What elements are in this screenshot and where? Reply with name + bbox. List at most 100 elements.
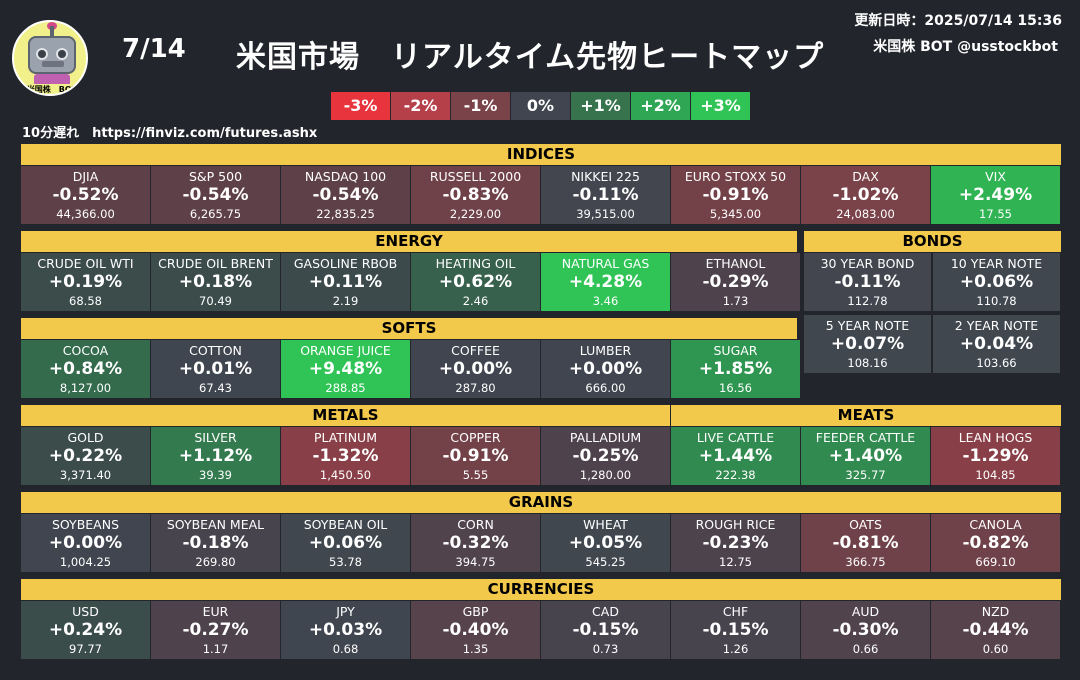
tile-name: SOYBEAN OIL bbox=[303, 517, 388, 532]
tile-price: 2.19 bbox=[332, 294, 359, 308]
tile-djia[interactable]: DJIA -0.52% 44,366.00 bbox=[21, 166, 151, 224]
tile-vix[interactable]: VIX +2.49% 17.55 bbox=[931, 166, 1061, 224]
tile-corn[interactable]: CORN -0.32% 394.75 bbox=[411, 514, 541, 572]
tile-price: 53.78 bbox=[329, 555, 362, 569]
tile-change: +0.06% bbox=[959, 272, 1034, 292]
tile-dax[interactable]: DAX -1.02% 24,083.00 bbox=[801, 166, 931, 224]
tile-change: +0.84% bbox=[48, 359, 123, 379]
tile-name: SOYBEANS bbox=[51, 517, 120, 532]
tile-name: LUMBER bbox=[579, 343, 632, 358]
tile-change: +0.22% bbox=[48, 446, 123, 466]
tile-crude-oil-wti[interactable]: CRUDE OIL WTI +0.19% 68.58 bbox=[21, 253, 151, 311]
tile-cotton[interactable]: COTTON +0.01% 67.43 bbox=[151, 340, 281, 398]
tile-name: PALLADIUM bbox=[569, 430, 642, 445]
tile-gasoline-rbob[interactable]: GASOLINE RBOB +0.11% 2.19 bbox=[281, 253, 411, 311]
tile-aud[interactable]: AUD -0.30% 0.66 bbox=[801, 601, 931, 659]
logo-text: 米国株 BOT bbox=[22, 84, 82, 94]
tile-soybean-meal[interactable]: SOYBEAN MEAL -0.18% 269.80 bbox=[151, 514, 281, 572]
tile-euro-stoxx-50[interactable]: EURO STOXX 50 -0.91% 5,345.00 bbox=[671, 166, 801, 224]
color-legend: -3% -2% -1% 0% +1% +2% +3% bbox=[331, 92, 751, 120]
tile-crude-oil-brent[interactable]: CRUDE OIL BRENT +0.18% 70.49 bbox=[151, 253, 281, 311]
tile-price: 97.77 bbox=[69, 642, 102, 656]
tile-price: 1.35 bbox=[462, 642, 489, 656]
tile-name: NATURAL GAS bbox=[561, 256, 650, 271]
tile-price: 3,371.40 bbox=[59, 468, 112, 482]
tile-nasdaq-100[interactable]: NASDAQ 100 -0.54% 22,835.25 bbox=[281, 166, 411, 224]
tile-lumber[interactable]: LUMBER +0.00% 666.00 bbox=[541, 340, 671, 398]
tile-name: HEATING OIL bbox=[435, 256, 516, 271]
tile-change: -0.81% bbox=[832, 533, 899, 553]
tile-jpy[interactable]: JPY +0.03% 0.68 bbox=[281, 601, 411, 659]
tile-price: 325.77 bbox=[845, 468, 886, 482]
tile-wheat[interactable]: WHEAT +0.05% 545.25 bbox=[541, 514, 671, 572]
tile-russell-2000[interactable]: RUSSELL 2000 -0.83% 2,229.00 bbox=[411, 166, 541, 224]
tile-name: FEEDER CATTLE bbox=[815, 430, 916, 445]
tile-5-year-note[interactable]: 5 YEAR NOTE +0.07% 108.16 bbox=[804, 315, 932, 373]
tile-sugar[interactable]: SUGAR +1.85% 16.56 bbox=[671, 340, 801, 398]
tile-live-cattle[interactable]: LIVE CATTLE +1.44% 222.38 bbox=[671, 427, 801, 485]
tile-30-year-bond[interactable]: 30 YEAR BOND -0.11% 112.78 bbox=[804, 253, 932, 311]
tile-gbp[interactable]: GBP -0.40% 1.35 bbox=[411, 601, 541, 659]
tile-name: 30 YEAR BOND bbox=[820, 256, 915, 271]
tile-change: -0.91% bbox=[442, 446, 509, 466]
tile-usd[interactable]: USD +0.24% 97.77 bbox=[21, 601, 151, 659]
tile-price: 104.85 bbox=[975, 468, 1016, 482]
tile-name: COPPER bbox=[450, 430, 501, 445]
tile-change: -0.27% bbox=[182, 620, 249, 640]
tile-lean-hogs[interactable]: LEAN HOGS -1.29% 104.85 bbox=[931, 427, 1061, 485]
section-header-indices: INDICES bbox=[21, 144, 1061, 165]
tile-soybean-oil[interactable]: SOYBEAN OIL +0.06% 53.78 bbox=[281, 514, 411, 572]
tile-name: ROUGH RICE bbox=[695, 517, 776, 532]
updated-timestamp: 更新日時：2025/07/14 15:36 bbox=[854, 13, 1062, 29]
tile-silver[interactable]: SILVER +1.12% 39.39 bbox=[151, 427, 281, 485]
tile-change: -0.11% bbox=[834, 272, 901, 292]
tile-oats[interactable]: OATS -0.81% 366.75 bbox=[801, 514, 931, 572]
tile-price: 67.43 bbox=[199, 381, 232, 395]
tile-canola[interactable]: CANOLA -0.82% 669.10 bbox=[931, 514, 1061, 572]
tile-cad[interactable]: CAD -0.15% 0.73 bbox=[541, 601, 671, 659]
legend-swatch: 0% bbox=[511, 92, 571, 120]
tile-nzd[interactable]: NZD -0.44% 0.60 bbox=[931, 601, 1061, 659]
tile-10-year-note[interactable]: 10 YEAR NOTE +0.06% 110.78 bbox=[933, 253, 1061, 311]
tile-price: 39.39 bbox=[199, 468, 232, 482]
tile-rough-rice[interactable]: ROUGH RICE -0.23% 12.75 bbox=[671, 514, 801, 572]
tile-ethanol[interactable]: ETHANOL -0.29% 1.73 bbox=[671, 253, 801, 311]
tile-price: 5.55 bbox=[462, 468, 489, 482]
tile-nikkei-225[interactable]: NIKKEI 225 -0.11% 39,515.00 bbox=[541, 166, 671, 224]
tile-2-year-note[interactable]: 2 YEAR NOTE +0.04% 103.66 bbox=[933, 315, 1061, 373]
tile-price: 287.80 bbox=[455, 381, 496, 395]
tile-name: DJIA bbox=[72, 169, 99, 184]
tile-name: AUD bbox=[851, 604, 880, 619]
tile-feeder-cattle[interactable]: FEEDER CATTLE +1.40% 325.77 bbox=[801, 427, 931, 485]
tile-copper[interactable]: COPPER -0.91% 5.55 bbox=[411, 427, 541, 485]
tile-natural-gas[interactable]: NATURAL GAS +4.28% 3.46 bbox=[541, 253, 671, 311]
tile-gold[interactable]: GOLD +0.22% 3,371.40 bbox=[21, 427, 151, 485]
tile-name: SUGAR bbox=[713, 343, 758, 358]
tile-price: 669.10 bbox=[975, 555, 1016, 569]
tile-change: +0.05% bbox=[568, 533, 643, 553]
tile-orange-juice[interactable]: ORANGE JUICE +9.48% 288.85 bbox=[281, 340, 411, 398]
tile-name: LEAN HOGS bbox=[958, 430, 1033, 445]
tile-price: 2.46 bbox=[462, 294, 489, 308]
tile-eur[interactable]: EUR -0.27% 1.17 bbox=[151, 601, 281, 659]
tile-price: 1,004.25 bbox=[59, 555, 112, 569]
tile-change: +0.62% bbox=[438, 272, 513, 292]
tile-name: 2 YEAR NOTE bbox=[954, 318, 1039, 333]
tile-chf[interactable]: CHF -0.15% 1.26 bbox=[671, 601, 801, 659]
tile-cocoa[interactable]: COCOA +0.84% 8,127.00 bbox=[21, 340, 151, 398]
tile-change: +0.06% bbox=[308, 533, 383, 553]
date-label: 7/14 bbox=[122, 34, 186, 64]
tile-price: 666.00 bbox=[585, 381, 626, 395]
tile-name: COFFEE bbox=[451, 343, 500, 358]
section-header-bonds: BONDS bbox=[804, 231, 1061, 252]
tile-platinum[interactable]: PLATINUM -1.32% 1,450.50 bbox=[281, 427, 411, 485]
tile-palladium[interactable]: PALLADIUM -0.25% 1,280.00 bbox=[541, 427, 671, 485]
tile-s-p-500[interactable]: S&P 500 -0.54% 6,265.75 bbox=[151, 166, 281, 224]
legend-swatch: -1% bbox=[451, 92, 511, 120]
tile-soybeans[interactable]: SOYBEANS +0.00% 1,004.25 bbox=[21, 514, 151, 572]
tile-price: 288.85 bbox=[325, 381, 366, 395]
tile-name: EURO STOXX 50 bbox=[684, 169, 787, 184]
tile-coffee[interactable]: COFFEE +0.00% 287.80 bbox=[411, 340, 541, 398]
tile-heating-oil[interactable]: HEATING OIL +0.62% 2.46 bbox=[411, 253, 541, 311]
tile-price: 110.78 bbox=[976, 294, 1017, 308]
